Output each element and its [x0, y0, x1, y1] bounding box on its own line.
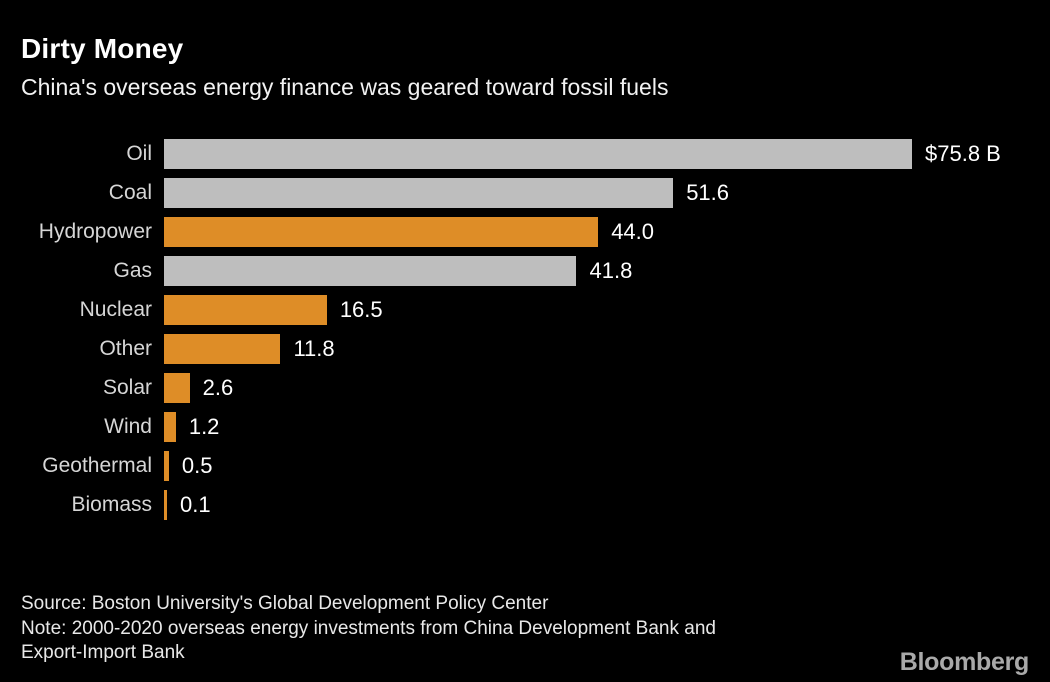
- source-text: Source: Boston University's Global Devel…: [21, 593, 549, 614]
- bar-row-geothermal: Geothermal 0.5: [0, 451, 1050, 481]
- bar-gas: [164, 256, 577, 286]
- bar-row-biomass: Biomass 0.1: [0, 490, 1050, 520]
- value-label: 16.5: [339, 297, 383, 322]
- category-label: Coal: [108, 181, 152, 204]
- note-line-1: Note: 2000-2020 overseas energy investme…: [21, 617, 716, 639]
- bar-row-nuclear: Nuclear 16.5: [0, 295, 1050, 325]
- value-label: 51.6: [686, 180, 730, 205]
- bar-solar: [164, 373, 190, 403]
- bar-wind: [164, 412, 176, 442]
- chart-subtitle: China's overseas energy finance was gear…: [21, 74, 669, 100]
- category-label: Nuclear: [79, 298, 152, 321]
- bar-row-coal: Coal 51.6: [0, 178, 1050, 208]
- bar-biomass: [164, 490, 167, 520]
- note-line-2: Export-Import Bank: [21, 642, 185, 663]
- bar-row-gas: Gas 41.8: [0, 256, 1050, 286]
- chart-title: Dirty Money: [21, 33, 184, 64]
- category-label: Oil: [126, 142, 152, 165]
- chart-header: Dirty Money China's overseas energy fina…: [21, 33, 668, 101]
- category-label: Biomass: [71, 493, 152, 516]
- category-label: Wind: [104, 415, 152, 438]
- category-label: Gas: [113, 259, 152, 282]
- value-label: 1.2: [188, 414, 220, 439]
- bar-row-solar: Solar 2.6: [0, 373, 1050, 403]
- bar-nuclear: [164, 295, 327, 325]
- chart-footer: Source: Boston University's Global Devel…: [21, 592, 716, 666]
- value-label: 11.8: [293, 336, 335, 361]
- category-label: Solar: [102, 376, 152, 399]
- value-label: 0.5: [181, 453, 213, 478]
- bar-chart: Oil $75.8 B Coal 51.6 Hydropower 44.0 Gas 41.8 N…: [0, 139, 1050, 529]
- bar-row-other: Other 11.8: [0, 334, 1050, 364]
- bar-row-oil: Oil $75.8 B: [0, 139, 1050, 169]
- bar-geothermal: [164, 451, 169, 481]
- value-label: 2.6: [202, 375, 234, 400]
- bloomberg-logo: Bloomberg: [899, 648, 1030, 676]
- category-label: Geothermal: [42, 454, 152, 477]
- bar-other: [164, 334, 281, 364]
- value-label: 44.0: [611, 219, 655, 244]
- value-label: 0.1: [180, 492, 211, 517]
- bar-hydropower: [164, 217, 599, 247]
- value-label: 41.8: [589, 258, 633, 283]
- bar-coal: [164, 178, 674, 208]
- value-label: $75.8 B: [925, 141, 1001, 166]
- bar-row-wind: Wind 1.2: [0, 412, 1050, 442]
- bar-row-hydropower: Hydropower 44.0: [0, 217, 1050, 247]
- bar-oil: [164, 139, 912, 169]
- category-label: Other: [99, 337, 152, 360]
- category-label: Hydropower: [38, 220, 152, 243]
